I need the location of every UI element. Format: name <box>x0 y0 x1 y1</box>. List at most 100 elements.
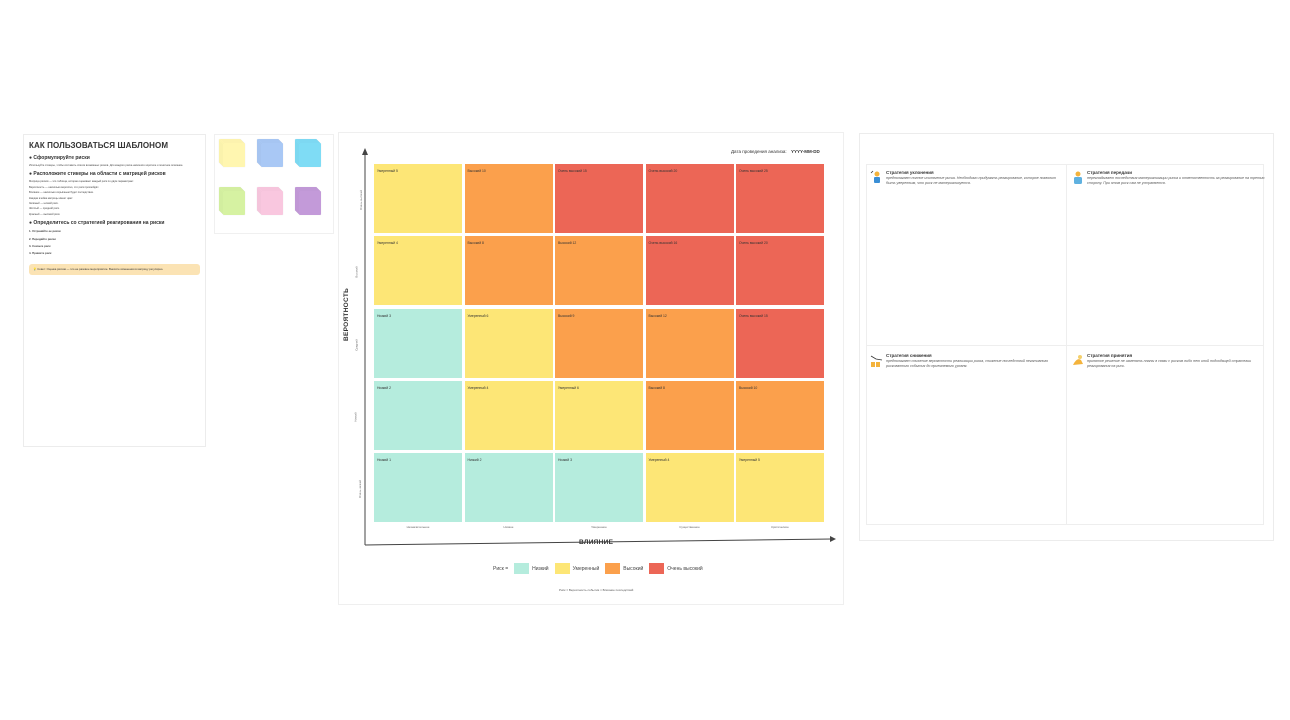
strategy-card[interactable]: Стратегия принятия принятое решение не из… <box>1071 353 1267 369</box>
risk-cell[interactable]: Умеренный 6 <box>555 380 643 450</box>
risk-cell-label: Очень высокий 16 <box>648 241 678 246</box>
x-tick-label: Незначительное <box>406 525 430 529</box>
strategy-step-4: 4. Примите риск <box>29 251 52 256</box>
color-green: Зелёный — низкий риск. <box>29 202 59 206</box>
y-axis-title: ВЕРОЯТНОСТЬ <box>343 287 350 341</box>
legend-label: Очень высокий <box>667 565 703 572</box>
risk-cell-label: Высокий 10 <box>467 169 486 173</box>
strategy-step-2: 2. Передайте риски <box>29 236 56 241</box>
strategy-step-1: 1. Устраняйте ее риски <box>29 229 61 234</box>
analysis-date-value[interactable]: YYYY-MM-DD <box>791 149 820 154</box>
strategy-description: перекладывает последствия материализации… <box>1087 176 1265 185</box>
risk-cell[interactable]: Высокий 8 <box>464 236 553 306</box>
risk-cell[interactable]: Высокий 10 <box>736 380 824 450</box>
sticky-note-stack[interactable] <box>295 139 321 167</box>
strategy-description: предполагает снижение вероятности реализ… <box>886 359 1049 368</box>
sticky-note-stack[interactable] <box>257 139 283 167</box>
risk-cell-label: Умеренный 5 <box>377 169 398 173</box>
risk-cell[interactable]: Умеренный 4 <box>645 453 734 523</box>
risk-formula: Риск = Вероятность события × Влияние пос… <box>559 588 634 592</box>
x-tick-label: Критическое <box>771 525 789 529</box>
risk-cell[interactable]: Очень высокий 20 <box>645 164 734 233</box>
sticky-note[interactable] <box>299 143 321 167</box>
risk-cell[interactable]: Высокий 9 <box>555 308 643 378</box>
risk-cell[interactable]: Умеренный 5 <box>736 453 824 523</box>
strategy-description: предполагает полное исключение риска. Не… <box>886 176 1057 185</box>
analysis-date-label: Дата проведения анализа: <box>731 149 787 154</box>
color-yellow: Жёлтый — средний риск. <box>29 207 60 211</box>
risk-cell[interactable]: Высокий 8 <box>645 380 734 450</box>
strategies-panel[interactable]: Стратегия уклонения предполагает полное и… <box>859 133 1274 541</box>
risk-cell-label: Низкий 3 <box>377 313 391 318</box>
y-tick-label: Низкий <box>353 412 358 422</box>
risk-cell[interactable]: Низкий 2 <box>374 380 462 450</box>
risk-cell[interactable]: Умеренный 6 <box>464 308 553 378</box>
sticky-stacks-panel[interactable] <box>214 134 334 234</box>
tip-box: 💡 Совет: Оценка рисков — это не разовое … <box>29 263 200 276</box>
x-tick-label: Умеренное <box>591 525 607 529</box>
risk-matrix-panel[interactable]: Дата проведения анализа: YYYY-MM-DD Умер… <box>338 132 844 605</box>
sticky-note-stack[interactable] <box>219 139 245 167</box>
risk-cell[interactable]: Очень высокий 16 <box>645 236 734 306</box>
risk-cell-label: Низкий 2 <box>467 458 482 463</box>
step2-heading: ● Расположите стикеры на области с матри… <box>29 171 166 178</box>
sticky-note[interactable] <box>261 191 283 215</box>
strategy-body: Стратегия уклонения предполагает полное и… <box>886 170 1066 186</box>
risk-cell[interactable]: Умеренный 4 <box>374 236 462 306</box>
legend-label: Высокий <box>623 565 644 572</box>
risk-cell[interactable]: Очень высокий 15 <box>555 164 643 233</box>
impact-definition: Влияние — насколько серьёзным будет посл… <box>29 191 94 195</box>
sticky-note[interactable] <box>299 191 321 215</box>
legend-swatch <box>554 563 570 574</box>
risk-cell-label: Высокий 10 <box>739 385 758 390</box>
strategy-card[interactable]: Стратегия передачи перекладывает последст… <box>1071 170 1267 186</box>
risk-cell[interactable]: Низкий 3 <box>374 308 462 378</box>
step3-heading: ● Определитесь со стратегией реагировани… <box>29 220 165 227</box>
strategy-card[interactable]: Стратегия уклонения предполагает полное и… <box>870 170 1066 186</box>
risk-cell[interactable]: Высокий 12 <box>645 308 734 378</box>
risk-cell-label: Умеренный 5 <box>739 458 760 463</box>
sticky-note-stack[interactable] <box>257 187 283 215</box>
risk-cell[interactable]: Очень высокий 20 <box>736 236 824 306</box>
risk-legend: Риск = Низкий Умеренный Высокий Очень высок… <box>493 563 703 574</box>
instructions-title: КАК ПОЛЬЗОВАТЬСЯ ШАБЛОНОМ <box>29 141 169 150</box>
strategy-description: принятое решение не изменять планы в свя… <box>1087 359 1252 368</box>
strategy-title: Стратегия передачи <box>1087 170 1133 175</box>
sticky-note[interactable] <box>223 143 245 167</box>
grid-divider-horizontal <box>867 345 1263 346</box>
step1-text: Используйте стикеры, чтобы составить спи… <box>29 164 184 167</box>
sticky-note-stack[interactable] <box>295 187 321 215</box>
legend-label: Низкий <box>532 565 549 572</box>
sticky-note-stack[interactable] <box>219 187 245 215</box>
chart-down-icon <box>870 353 884 369</box>
risk-cell-label: Низкий 2 <box>377 385 391 390</box>
risk-cell[interactable]: Умеренный 5 <box>374 164 462 233</box>
y-tick-label: Очень высокий <box>358 190 363 210</box>
risk-cell[interactable]: Очень высокий 25 <box>736 164 824 233</box>
risk-cell[interactable]: Низкий 3 <box>555 453 643 523</box>
step1-heading-text: Сформулируйте риски <box>33 155 90 161</box>
strategies-grid <box>866 164 1264 525</box>
strategy-title: Стратегия уклонения <box>886 170 934 175</box>
risk-cell[interactable]: Умеренный 4 <box>464 380 553 450</box>
risk-cell-label: Очень высокий 15 <box>558 169 587 173</box>
sticky-note[interactable] <box>261 143 283 167</box>
step2-heading-text: Расположите стикеры на области с матрице… <box>33 171 166 178</box>
risk-cell-label: Высокий 12 <box>648 313 667 318</box>
risk-cell[interactable]: Низкий 2 <box>464 453 553 523</box>
legend-swatch <box>605 563 621 574</box>
risk-cell-label: Высокий 8 <box>648 385 665 390</box>
legend-prefix: Риск = <box>493 565 509 572</box>
instructions-panel[interactable]: КАК ПОЛЬЗОВАТЬСЯ ШАБЛОНОМ ● Сформулируйт… <box>23 134 206 447</box>
risk-cell[interactable]: Высокий 12 <box>555 236 643 306</box>
risk-cell[interactable]: Очень высокий 15 <box>736 308 824 378</box>
person-transfer-icon <box>1071 170 1085 186</box>
legend-items: Низкий Умеренный Высокий Очень высокий <box>508 563 703 574</box>
risk-cell[interactable]: Высокий 10 <box>464 164 553 233</box>
strategy-card[interactable]: Стратегия снижения предполагает снижение … <box>870 353 1066 369</box>
sticky-note[interactable] <box>223 191 245 215</box>
risk-cell[interactable]: Низкий 1 <box>374 453 462 523</box>
risk-cell-label: Очень высокий 25 <box>739 169 768 173</box>
x-tick-label: Существенное <box>679 525 700 529</box>
risk-cell-label: Умеренный 4 <box>648 458 670 463</box>
